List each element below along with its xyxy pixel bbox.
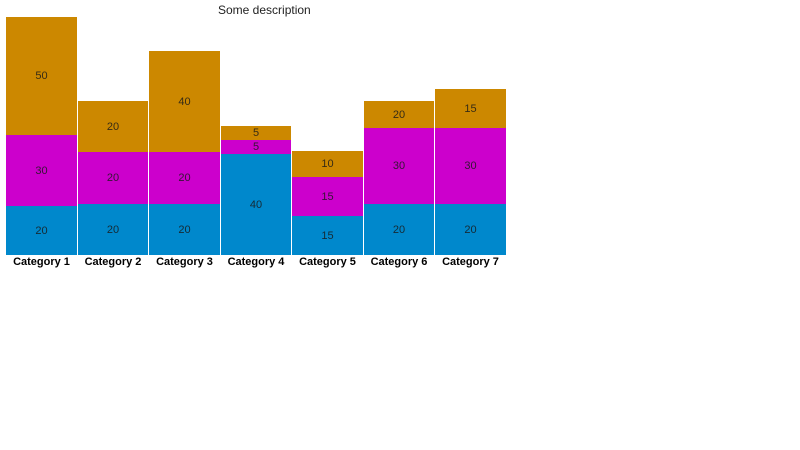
x-tick-label: Category 5 xyxy=(299,256,356,268)
bar-segment: 50 xyxy=(6,17,77,135)
bar-segment: 15 xyxy=(292,216,363,255)
data-label: 15 xyxy=(464,102,477,115)
data-label: 40 xyxy=(249,198,263,211)
bar-segment: 40 xyxy=(221,154,291,255)
data-label: 50 xyxy=(35,70,48,82)
bar-segment: 15 xyxy=(435,89,506,128)
bar-segment: 20 xyxy=(149,204,220,255)
x-tick-label: Category 2 xyxy=(84,256,142,268)
bar-segment: 30 xyxy=(435,128,506,204)
data-label: 20 xyxy=(392,223,406,236)
bar-segment: 40 xyxy=(149,51,220,152)
bar-segment: 20 xyxy=(78,101,148,152)
data-label: 5 xyxy=(252,141,260,153)
bar-1: 20 30 50 xyxy=(6,17,77,255)
data-label: 20 xyxy=(106,223,120,236)
data-label: 20 xyxy=(464,223,477,236)
bar-segment: 20 xyxy=(78,204,148,255)
data-label: 40 xyxy=(178,95,191,108)
bar-3: 20 20 40 xyxy=(149,51,220,255)
bar-segment: 20 xyxy=(6,206,77,255)
bar-segment: 5 xyxy=(221,126,291,140)
data-label: 30 xyxy=(35,164,48,177)
data-label: 10 xyxy=(321,158,334,170)
bar-segment: 20 xyxy=(149,152,220,204)
data-label: 20 xyxy=(178,172,191,184)
data-label: 20 xyxy=(106,172,120,184)
bar-5: 15 15 10 xyxy=(292,151,363,255)
bar-segment: 20 xyxy=(364,204,434,255)
bar-segment: 15 xyxy=(292,177,363,216)
x-tick-label: Category 4 xyxy=(227,256,285,268)
data-label: 20 xyxy=(178,223,191,236)
data-label: 20 xyxy=(392,108,406,121)
data-label: 20 xyxy=(35,224,48,237)
x-tick-label: Category 7 xyxy=(442,256,499,268)
data-label: 30 xyxy=(392,160,406,172)
bar-7: 20 30 15 xyxy=(435,89,506,255)
data-label: 5 xyxy=(252,127,260,139)
bar-segment: 5 xyxy=(221,140,291,154)
bar-segment: 30 xyxy=(364,128,434,204)
bar-segment: 10 xyxy=(292,151,363,177)
bar-6: 20 30 20 xyxy=(364,101,434,255)
data-label: 20 xyxy=(106,120,120,133)
x-tick-label: Category 6 xyxy=(370,256,428,268)
chart-title: Some description xyxy=(218,3,311,17)
data-label: 30 xyxy=(464,160,477,172)
x-tick-label: Category 1 xyxy=(13,256,70,268)
bar-segment: 20 xyxy=(364,101,434,128)
bar-4: 40 5 5 xyxy=(221,126,291,255)
data-label: 15 xyxy=(321,190,334,203)
bar-segment: 20 xyxy=(78,152,148,204)
bar-segment: 30 xyxy=(6,135,77,206)
bar-2: 20 20 20 xyxy=(78,101,148,255)
x-tick-label: Category 3 xyxy=(156,256,213,268)
data-label: 15 xyxy=(321,229,334,242)
bar-segment: 20 xyxy=(435,204,506,255)
